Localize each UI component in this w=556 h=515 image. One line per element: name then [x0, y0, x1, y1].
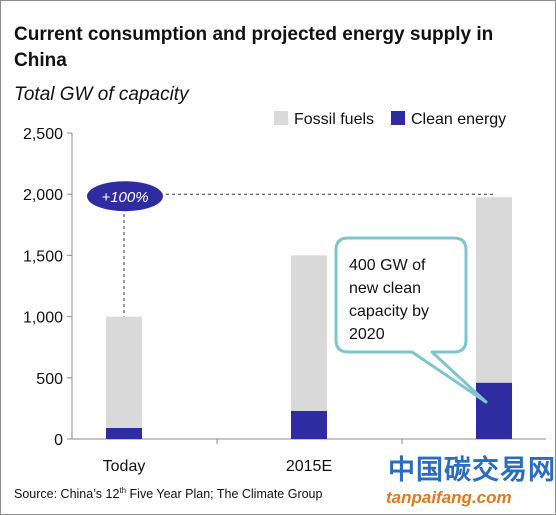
y-tick-label: 0	[54, 432, 63, 449]
legend-swatch-clean-energy	[391, 111, 405, 125]
growth-badge	[87, 181, 163, 212]
y-tick-label: 500	[36, 371, 63, 388]
callout-text-line: capacity by	[349, 303, 429, 320]
y-tick-label: 2,000	[23, 187, 63, 204]
legend-label-clean-energy: Clean energy	[411, 111, 506, 128]
growth-badge-label: +100%	[101, 189, 148, 206]
x-tick-label: 2015E	[286, 458, 332, 475]
source-text-1: Source: China’s 12	[14, 487, 120, 502]
source-note: Source: China’s 12th Five Year Plan; The…	[14, 486, 322, 501]
callout-text-line: new clean	[349, 280, 421, 297]
x-tick-label: Today	[103, 458, 146, 475]
chart-subtitle: Total GW of capacity	[14, 84, 189, 105]
source-superscript: th	[119, 486, 127, 495]
legend-swatch-fossil-fuels	[274, 111, 288, 125]
chart-title: Current consumption and projected energy…	[14, 24, 494, 71]
y-tick-label: 2,500	[23, 126, 63, 143]
bar-clean-energy	[106, 427, 142, 439]
watermark-chinese: 中国碳交易网	[388, 455, 556, 486]
callout-text-line: 400 GW of	[349, 257, 426, 274]
bar-fossil-fuels	[291, 255, 327, 411]
bar-fossil-fuels	[476, 197, 512, 383]
watermark-site: tanpaifang.com	[386, 488, 512, 507]
callout-bubble	[334, 236, 488, 404]
source-text-2: Five Year Plan; The Climate Group	[126, 487, 323, 502]
y-tick-label: 1,500	[23, 248, 63, 265]
legend-label-fossil-fuels: Fossil fuels	[294, 111, 374, 128]
bar-clean-energy	[476, 382, 512, 439]
y-tick-label: 1,000	[23, 310, 63, 327]
bar-clean-energy	[291, 410, 327, 439]
bar-fossil-fuels	[106, 316, 142, 428]
callout-text-line: 2020	[349, 326, 385, 343]
